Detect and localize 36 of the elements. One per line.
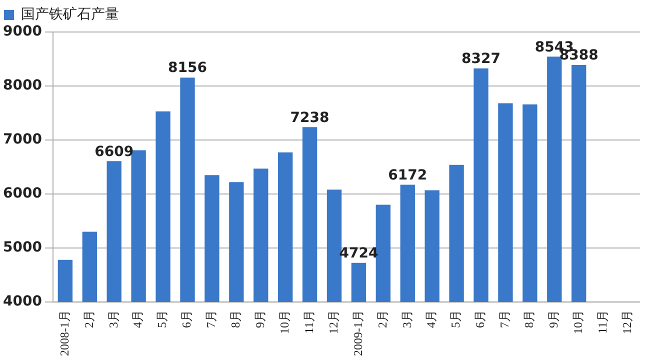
legend-label: 国产铁矿石产量: [21, 6, 119, 23]
x-tick-label: 2月: [375, 310, 390, 328]
x-tick-label: 8月: [228, 310, 243, 328]
data-label: 7238: [290, 110, 330, 126]
x-tick-label: 8月: [522, 310, 536, 328]
y-tick-label: 9000: [2, 24, 42, 40]
x-tick-label: 2009-1月: [350, 310, 365, 356]
x-tick-label: 10月: [571, 310, 586, 334]
x-tick-label: 12月: [620, 310, 634, 334]
x-tick-label: 9月: [546, 310, 561, 328]
x-tick-label: 11月: [595, 310, 610, 334]
x-tick-label: 4月: [424, 310, 438, 328]
x-tick-label: 7月: [204, 310, 218, 328]
x-tick-label: 5月: [155, 310, 170, 328]
x-tick-label: 12月: [326, 310, 340, 334]
x-tick-label: 6月: [180, 310, 194, 328]
x-tick-label: 3月: [106, 310, 120, 328]
x-tick-label: 7月: [498, 310, 512, 328]
x-tick-label: 10月: [277, 310, 292, 334]
data-label: 8156: [168, 60, 207, 76]
x-tick-label: 2008-1月: [57, 310, 72, 356]
x-tick-label: 11月: [302, 310, 316, 334]
x-tick-label: 6月: [473, 310, 488, 328]
data-label: 6609: [94, 144, 134, 160]
y-tick-label: 5000: [2, 240, 42, 256]
data-label: 6172: [388, 167, 428, 184]
x-tick-label: 2月: [82, 310, 96, 328]
y-tick-label: 7000: [2, 132, 42, 148]
data-label: 8327: [462, 50, 500, 67]
x-tick-label: 3月: [400, 310, 414, 328]
y-tick-label: 8000: [2, 78, 42, 94]
y-tick-label: 6000: [2, 186, 42, 202]
x-tick-label: 4月: [130, 310, 145, 328]
x-tick-label: 5月: [448, 310, 463, 328]
x-tick-label: 9月: [253, 310, 268, 328]
y-tick-label: 4000: [2, 294, 42, 310]
